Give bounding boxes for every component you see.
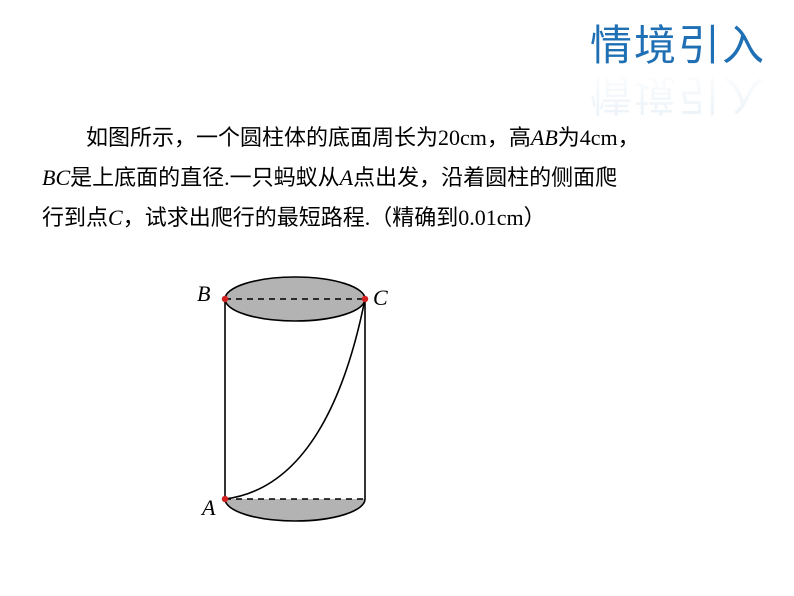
var-BC: BC [42, 165, 70, 190]
point-C-dot [362, 296, 368, 302]
text-seg: ，试求出爬行的最短路程.（精确到0.01cm） [123, 205, 546, 230]
var-A: A [340, 165, 353, 190]
var-C: C [108, 205, 123, 230]
label-A: A [202, 495, 215, 521]
slide-title-wrap: 情境引入 情境引入 [590, 12, 766, 128]
text-seg: 为4cm， [558, 125, 640, 150]
label-C: C [373, 285, 388, 311]
var-AB: AB [531, 125, 558, 150]
slide-title: 情境引入 [590, 12, 766, 73]
point-B-dot [222, 296, 228, 302]
text-seg: 行到点 [42, 205, 108, 230]
problem-text: 如图所示，一个圆柱体的底面周长为20cm，高AB为4cm， BC是上底面的直径.… [42, 118, 752, 238]
point-A-dot [222, 496, 228, 502]
label-B: B [197, 281, 210, 307]
text-seg: 是上底面的直径.一只蚂蚁从 [70, 165, 340, 190]
text-seg: 点出发，沿着圆柱的侧面爬 [353, 165, 617, 190]
cylinder-side [225, 299, 365, 521]
cylinder-figure: B C A [175, 259, 425, 559]
text-seg: 如图所示，一个圆柱体的底面周长为20cm，高 [86, 125, 531, 150]
bottom-ellipse-front [225, 499, 365, 521]
